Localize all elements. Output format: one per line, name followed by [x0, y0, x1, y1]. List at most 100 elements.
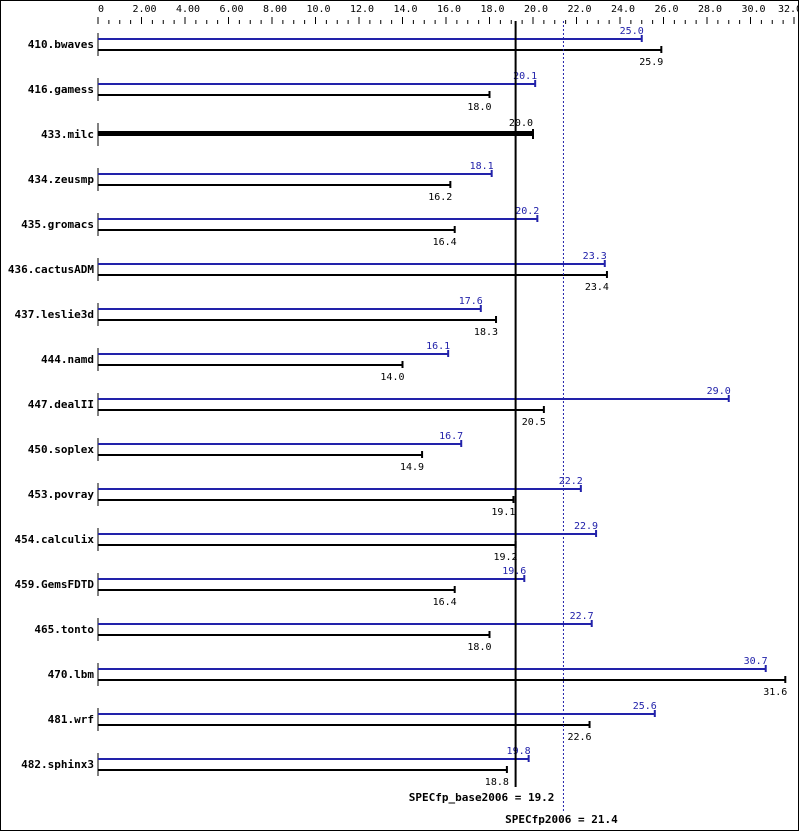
benchmark-label: 465.tonto: [34, 623, 94, 636]
axis-tick-label: 22.0: [567, 4, 591, 15]
peak-bar: [98, 668, 766, 670]
base-value-label: 18.8: [485, 777, 509, 788]
benchmark-label: 434.zeusmp: [28, 173, 95, 186]
axis-tick-label: 10.0: [306, 4, 330, 15]
peak-bar: [98, 83, 536, 85]
base-bar: [98, 634, 490, 636]
peak-bar: [98, 218, 538, 220]
axis-tick-label: 2.00: [132, 4, 156, 15]
base-value-label: 19.1: [491, 507, 515, 518]
peak-bar: [98, 173, 492, 175]
benchmark-label: 410.bwaves: [28, 38, 94, 51]
peak-reference-label: SPECfp2006 = 21.4: [505, 813, 618, 826]
peak-bar: [98, 443, 462, 445]
peak-value-label: 22.7: [570, 611, 594, 622]
peak-bar: [98, 713, 655, 715]
axis-tick-label: 24.0: [611, 4, 635, 15]
base-bar: [98, 544, 516, 546]
peak-bar: [98, 578, 525, 580]
peak-value-label: 16.7: [439, 431, 463, 442]
base-value-label: 22.6: [567, 732, 591, 743]
axis-tick-label: 18.0: [480, 4, 504, 15]
peak-bar: [98, 758, 529, 760]
base-value-label: 20.5: [522, 417, 546, 428]
peak-value-label: 18.1: [470, 161, 494, 172]
base-bar: [98, 769, 507, 771]
axis-tick-label: 28.0: [698, 4, 722, 15]
base-reference-label: SPECfp_base2006 = 19.2: [409, 791, 555, 804]
peak-value-label: 16.1: [426, 341, 450, 352]
axis-tick-label: 12.0: [350, 4, 374, 15]
base-value-label: 19.2: [494, 552, 518, 563]
base-bar: [98, 589, 455, 591]
benchmark-label: 459.GemsFDTD: [15, 578, 95, 591]
peak-bar: [98, 353, 449, 355]
peak-value-label: 17.6: [459, 296, 483, 307]
peak-bar: [98, 533, 597, 535]
base-value-label: 16.4: [433, 597, 457, 608]
peak-value-label: 25.0: [620, 26, 644, 37]
benchmark-label: 453.povray: [28, 488, 95, 501]
benchmark-label: 470.lbm: [48, 668, 95, 681]
base-bar: [98, 319, 497, 321]
peak-bar: [98, 623, 592, 625]
benchmark-label: 450.soplex: [28, 443, 95, 456]
base-bar: [98, 724, 590, 726]
benchmark-label: 436.cactusADM: [8, 263, 94, 276]
base-bar: [98, 499, 514, 501]
peak-value-label: 29.0: [707, 386, 731, 397]
base-bar: [98, 229, 455, 231]
base-bar: [98, 94, 490, 96]
peak-value-label: 23.3: [583, 251, 607, 262]
base-value-label: 23.4: [585, 282, 609, 293]
base-value-label: 16.2: [428, 192, 452, 203]
axis-tick-label: 26.0: [654, 4, 678, 15]
axis-tick-label: 20.0: [524, 4, 548, 15]
peak-value-label: 19.6: [502, 566, 526, 577]
peak-bar: [98, 308, 481, 310]
axis-tick-label: 30.0: [741, 4, 765, 15]
base-value-label: 31.6: [763, 687, 787, 698]
axis-tick-label: 0: [98, 4, 104, 15]
base-value-label: 14.0: [380, 372, 404, 383]
base-value-label: 16.4: [433, 237, 457, 248]
peak-bar: [98, 38, 642, 40]
benchmark-label: 481.wrf: [48, 713, 94, 726]
peak-value-label: 22.2: [559, 476, 583, 487]
benchmark-label: 416.gamess: [28, 83, 94, 96]
base-value-label: 25.9: [639, 57, 663, 68]
benchmark-label: 454.calculix: [15, 533, 95, 546]
axis-tick-label: 16.0: [437, 4, 461, 15]
axis-tick-label: 14.0: [393, 4, 417, 15]
benchmark-label: 447.dealII: [28, 398, 94, 411]
axis-tick-label: 6.00: [219, 4, 243, 15]
benchmark-label: 435.gromacs: [21, 218, 94, 231]
axis-tick-label: 32.0: [778, 4, 798, 15]
base-bar: [98, 454, 423, 456]
base-value-label: 18.0: [467, 102, 491, 113]
benchmark-label: 437.leslie3d: [15, 308, 94, 321]
benchmark-label: 482.sphinx3: [21, 758, 94, 771]
peak-value-label: 22.9: [574, 521, 598, 532]
base-bar: [98, 184, 451, 186]
peak-bar: [98, 488, 581, 490]
peak-value-label: 19.8: [507, 746, 531, 757]
base-bar: [98, 364, 403, 366]
base-value-label: 18.3: [474, 327, 498, 338]
benchmark-label: 433.milc: [41, 128, 94, 141]
peak-value-label: 25.6: [633, 701, 657, 712]
base-bar: [98, 131, 533, 136]
peak-value-label: 20.2: [515, 206, 539, 217]
base-bar: [98, 679, 786, 681]
peak-value-label: 20.1: [513, 71, 537, 82]
base-value-label: 18.0: [467, 642, 491, 653]
base-bar: [98, 49, 662, 51]
base-value-label: 14.9: [400, 462, 424, 473]
base-bar: [98, 409, 544, 411]
peak-value-label: 30.7: [744, 656, 768, 667]
axis-tick-label: 8.00: [263, 4, 287, 15]
benchmark-label: 444.namd: [41, 353, 94, 366]
peak-bar: [98, 398, 729, 400]
